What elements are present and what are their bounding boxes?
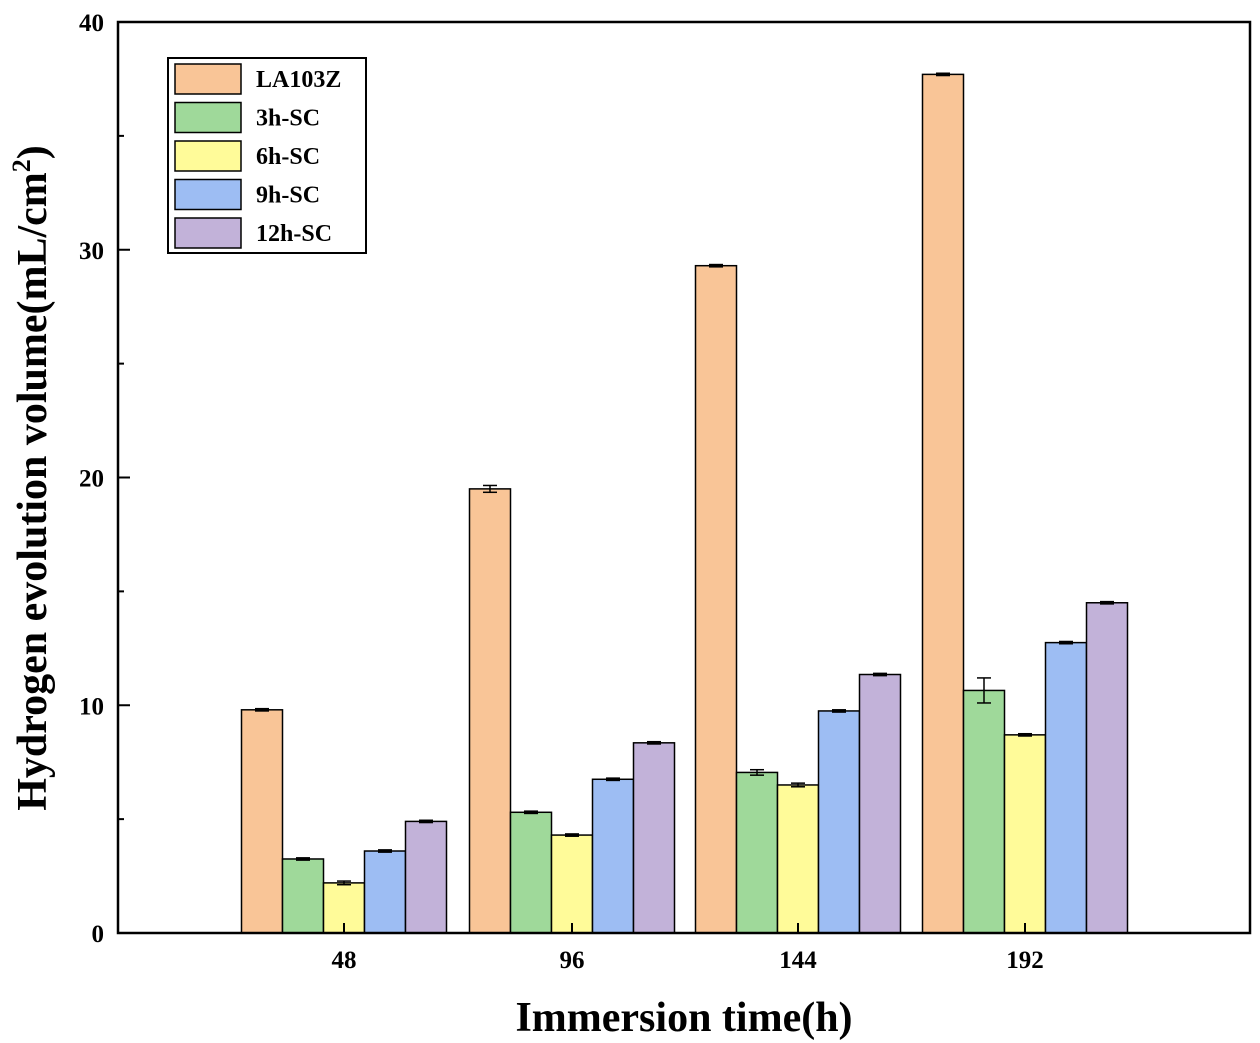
y-axis-title-superscript: 2 (7, 159, 36, 172)
y-tick-label-20: 20 (79, 466, 104, 493)
legend-swatch-9h-sc (174, 178, 242, 211)
legend: LA103Z 3h-SC 6h-SC 9h-SC 12h-SC (167, 57, 367, 254)
error-bar-6h-sc-96 (565, 833, 579, 837)
bar-3h-sc-96 (509, 811, 553, 934)
x-tick-label-144: 144 (779, 947, 817, 974)
bar-la103z-144 (694, 264, 738, 934)
error-bar-6h-sc-144 (791, 782, 805, 788)
bar-12h-sc-48 (404, 820, 448, 934)
x-axis-title: Immersion time(h) (515, 995, 852, 1041)
error-bar-12h-sc-96 (647, 740, 661, 745)
bar-6h-sc-96 (550, 834, 594, 934)
error-bars-layer (255, 72, 1114, 886)
legend-swatch-6h-sc (174, 140, 242, 172)
legend-label-6h-sc: 6h-SC (256, 144, 320, 170)
x-tick-label-48: 48 (332, 947, 357, 974)
bar-3h-sc-48 (281, 858, 325, 934)
error-bar-la103z-192 (936, 72, 950, 77)
bar-3h-sc-144 (735, 771, 779, 934)
error-bar-9h-sc-48 (378, 849, 392, 853)
error-bar-la103z-144 (709, 263, 723, 268)
legend-item-la103z: LA103Z (174, 63, 341, 95)
legend-swatch-12h-sc (174, 217, 242, 249)
bar-9h-sc-48 (363, 850, 407, 934)
legend-item-6h-sc: 6h-SC (174, 140, 320, 172)
bar-la103z-96 (468, 488, 512, 934)
error-bar-6h-sc-192 (1018, 732, 1032, 737)
bar-12h-sc-96 (632, 742, 676, 934)
bar-12h-sc-192 (1085, 602, 1129, 934)
legend-label-12h-sc: 12h-SC (256, 221, 332, 247)
bar-la103z-48 (240, 709, 284, 934)
bar-3h-sc-192 (962, 689, 1006, 934)
legend-swatch-la103z (174, 63, 242, 95)
bar-9h-sc-192 (1044, 641, 1088, 934)
y-axis-title: Hydrogen evolution volume(mL/cm2) (7, 145, 56, 811)
legend-item-12h-sc: 12h-SC (174, 217, 332, 249)
y-tick-label-30: 30 (79, 238, 104, 265)
legend-swatch-3h-sc (174, 101, 242, 134)
y-tick-label-10: 10 (79, 693, 104, 720)
y-axis-title-close: ) (10, 145, 56, 159)
legend-label-la103z: LA103Z (256, 67, 341, 93)
y-tick-label-40: 40 (79, 10, 104, 37)
error-bar-la103z-48 (255, 707, 269, 712)
x-axis: 48 96 144 192 (332, 923, 1044, 974)
error-bar-9h-sc-96 (606, 777, 620, 782)
x-tick-label-192: 192 (1006, 947, 1044, 974)
error-bar-3h-sc-192 (977, 677, 991, 704)
y-axis: 0 10 20 30 40 (79, 10, 130, 948)
error-bar-3h-sc-96 (524, 810, 538, 815)
legend-item-3h-sc: 3h-SC (174, 101, 320, 134)
legend-label-3h-sc: 3h-SC (256, 106, 320, 132)
error-bar-6h-sc-48 (337, 880, 351, 886)
error-bar-la103z-96 (483, 484, 497, 494)
bar-12h-sc-144 (858, 673, 902, 934)
error-bar-3h-sc-48 (296, 857, 310, 861)
bar-la103z-192 (921, 73, 965, 934)
error-bar-12h-sc-48 (419, 819, 433, 824)
bar-6h-sc-192 (1003, 734, 1047, 934)
error-bar-12h-sc-192 (1100, 600, 1114, 605)
y-tick-label-0: 0 (92, 921, 105, 948)
bar-9h-sc-144 (817, 710, 861, 934)
bars-layer (240, 73, 1129, 934)
error-bar-9h-sc-192 (1059, 640, 1073, 645)
legend-item-9h-sc: 9h-SC (174, 178, 320, 211)
bar-6h-sc-144 (776, 784, 820, 934)
bar-9h-sc-96 (591, 778, 635, 934)
error-bar-9h-sc-144 (832, 709, 846, 713)
legend-label-9h-sc: 9h-SC (256, 183, 320, 209)
error-bar-12h-sc-144 (873, 672, 887, 677)
y-axis-title-main: Hydrogen evolution volume(mL/cm (10, 172, 56, 811)
x-tick-label-96: 96 (560, 947, 585, 974)
error-bar-3h-sc-144 (750, 768, 764, 776)
